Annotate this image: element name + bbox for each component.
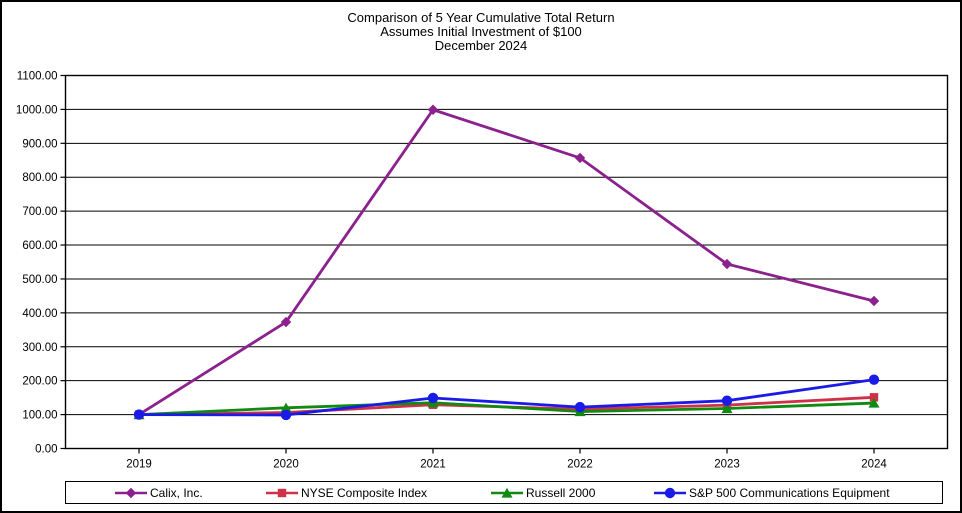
triangle-marker-icon: [491, 487, 523, 498]
legend-item-calix-inc: Calix, Inc.: [114, 482, 203, 503]
chart-subtitle: Assumes Initial Investment of $100: [380, 24, 582, 39]
series-marker-calix-inc: [721, 258, 733, 270]
legend: Calix, Inc. NYSE Composite Index Russell 2…: [65, 481, 943, 504]
x-tick-label: 2020: [273, 459, 299, 471]
series-marker-russell-2000: [280, 402, 292, 413]
series-marker-s-p-500-communications-equipment: [574, 401, 586, 413]
series-marker-calix-inc: [868, 295, 880, 307]
series-line-calix-inc: [138, 108, 875, 416]
series-marker-s-p-500-communications-equipment: [427, 392, 439, 404]
legend-item-russell-2000: Russell 2000: [490, 482, 595, 503]
series-marker-s-p-500-communications-equipment: [133, 409, 145, 420]
y-tick-label: 300.00: [22, 342, 57, 354]
y-tick-label: 900.00: [22, 138, 57, 150]
chart-title-block: Comparison of 5 Year Cumulative Total Re…: [2, 11, 960, 53]
x-tick-label: 2023: [714, 459, 740, 471]
chart-date: December 2024: [434, 38, 528, 53]
y-tick-label: 1100.00: [17, 71, 58, 83]
legend-label: Russell 2000: [526, 485, 596, 500]
series-marker-russell-2000: [721, 403, 733, 414]
series-marker-calix-inc: [280, 316, 292, 328]
legend-item-s-p-500-communications-equipment: S&P 500 Communications Equipment: [653, 482, 890, 503]
x-tick-label: 2024: [861, 459, 887, 471]
y-tick-label: 100.00: [22, 410, 57, 422]
square-marker-glyph: [277, 488, 287, 497]
y-tick-label: 700.00: [22, 206, 57, 218]
series-marker-nyse-composite-index: [869, 393, 879, 402]
y-tick-label: 0.00: [35, 444, 57, 456]
series-marker-s-p-500-communications-equipment: [868, 374, 880, 385]
x-tick-label: 2022: [567, 459, 593, 471]
series-line-s-p-500-communications-equipment: [138, 378, 875, 417]
series-marker-s-p-500-communications-equipment: [721, 395, 733, 406]
legend-item-nyse-composite-index: NYSE Composite Index: [265, 482, 427, 503]
y-tick-label: 400.00: [22, 308, 57, 320]
square-marker-icon: [266, 488, 298, 497]
y-tick-label: 1000.00: [16, 104, 58, 116]
x-tick-label: 2019: [126, 459, 152, 471]
diamond-marker-glyph: [125, 487, 137, 498]
triangle-marker-glyph: [501, 487, 513, 498]
series-marker-calix-inc: [574, 152, 586, 164]
y-tick-label: 200.00: [22, 376, 57, 388]
legend-label: NYSE Composite Index: [301, 485, 428, 500]
legend-label: S&P 500 Communications Equipment: [689, 485, 890, 500]
series-line-russell-2000: [138, 401, 875, 416]
legend-label: Calix, Inc.: [150, 485, 203, 500]
circle-marker-icon: [654, 487, 686, 498]
diamond-marker-icon: [115, 487, 147, 498]
x-tick-label: 2021: [420, 459, 446, 471]
y-tick-label: 600.00: [22, 240, 57, 252]
series-marker-calix-inc: [427, 104, 439, 115]
y-tick-label: 500.00: [22, 274, 57, 286]
plot-border: [64, 74, 949, 450]
series-marker-s-p-500-communications-equipment: [280, 409, 292, 421]
circle-marker-glyph: [664, 487, 676, 498]
series-marker-russell-2000: [868, 397, 880, 408]
y-tick-label: 800.00: [22, 172, 57, 184]
chart-title: Comparison of 5 Year Cumulative Total Re…: [347, 10, 615, 25]
